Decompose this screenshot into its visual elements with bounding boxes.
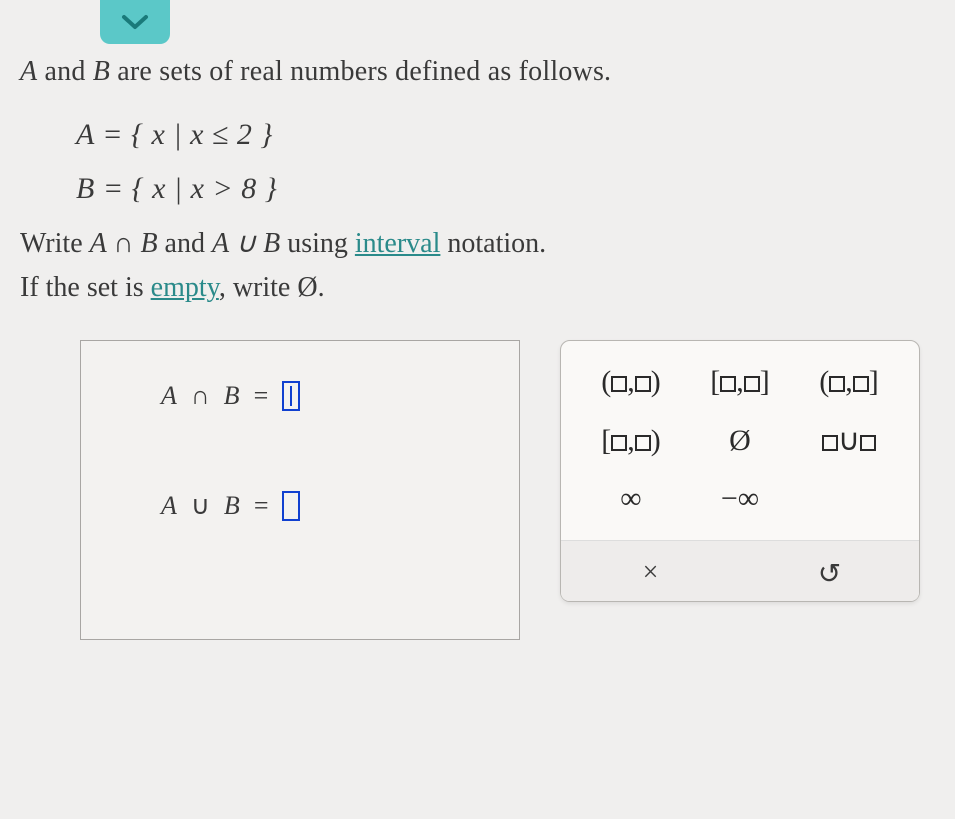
empty-instruction: If the set is empty, write Ø. [20,272,935,304]
set-B-definition: B = { x | x > 8 } [76,172,935,206]
x-icon: × [643,557,659,588]
interval-link[interactable]: interval [355,228,441,259]
union-input[interactable] [282,491,300,521]
set-A-definition: A = { x | x ≤ 2 } [76,118,935,152]
text: are sets of real numbers defined as foll… [110,56,611,87]
placeholder-icon [635,376,651,392]
palette-footer: × ↺ [561,540,919,601]
intersection-input[interactable] [282,381,300,411]
palette-row: [,) Ø ∪ [581,423,899,458]
intersection-symbol: ∩ [191,381,210,411]
union-equation: A ∪ B = [161,491,519,521]
placeholder-icon [822,435,838,451]
placeholder-icon [611,376,627,392]
placeholder-icon [611,435,627,451]
aub-expr: A ∪ B [212,228,280,259]
equals: = [254,381,269,411]
var-B: B [224,491,240,521]
undo-icon: ↺ [818,559,841,590]
union-symbol: ∪ [191,491,210,521]
text: , write Ø. [219,272,325,303]
intersection-equation: A ∩ B = [161,381,519,411]
open-closed-interval-button[interactable]: (,] [799,365,899,399]
intro-line: A and B are sets of real numbers defined… [20,56,935,88]
text: notation. [440,228,546,259]
palette-row: (,) [,] (,] [581,365,899,399]
closed-open-interval-button[interactable]: [,) [581,424,681,458]
chevron-down-icon [121,13,149,31]
placeholder-icon [635,435,651,451]
set-A-name: A [20,56,37,87]
empty-link[interactable]: empty [151,272,219,303]
answer-box: A ∩ B = A ∪ B = [80,340,520,640]
panels-row: A ∩ B = A ∪ B = (,) [,] (,] [,) Ø [20,340,935,640]
open-open-interval-button[interactable]: (,) [581,365,681,399]
infinity-button[interactable]: ∞ [581,482,681,516]
anb-expr: A ∩ B [90,228,158,259]
placeholder-icon [720,376,736,392]
equals: = [254,491,269,521]
text: Write [20,228,90,259]
placeholder-icon [829,376,845,392]
var-B: B [224,381,240,411]
var-A: A [161,381,177,411]
collapse-tab[interactable] [100,0,170,44]
text: If the set is [20,272,151,303]
empty-set-button[interactable]: Ø [690,424,790,458]
clear-button[interactable]: × [561,557,740,591]
symbol-palette: (,) [,] (,] [,) Ø ∪ ∞ −∞ × ↺ [560,340,920,602]
palette-row: ∞ −∞ [581,482,899,516]
instruction-line: Write A ∩ B and A ∪ B using interval not… [20,226,935,260]
placeholder-icon [860,435,876,451]
union-template-button[interactable]: ∪ [799,423,899,458]
text: and [37,56,92,87]
text: using [280,228,355,259]
reset-button[interactable]: ↺ [740,557,919,591]
var-A: A [161,491,177,521]
placeholder-icon [853,376,869,392]
neg-infinity-button[interactable]: −∞ [690,482,790,516]
text: and [158,228,212,259]
closed-closed-interval-button[interactable]: [,] [690,365,790,399]
set-B-name: B [93,56,110,87]
placeholder-icon [744,376,760,392]
problem-content: A and B are sets of real numbers defined… [0,0,955,640]
